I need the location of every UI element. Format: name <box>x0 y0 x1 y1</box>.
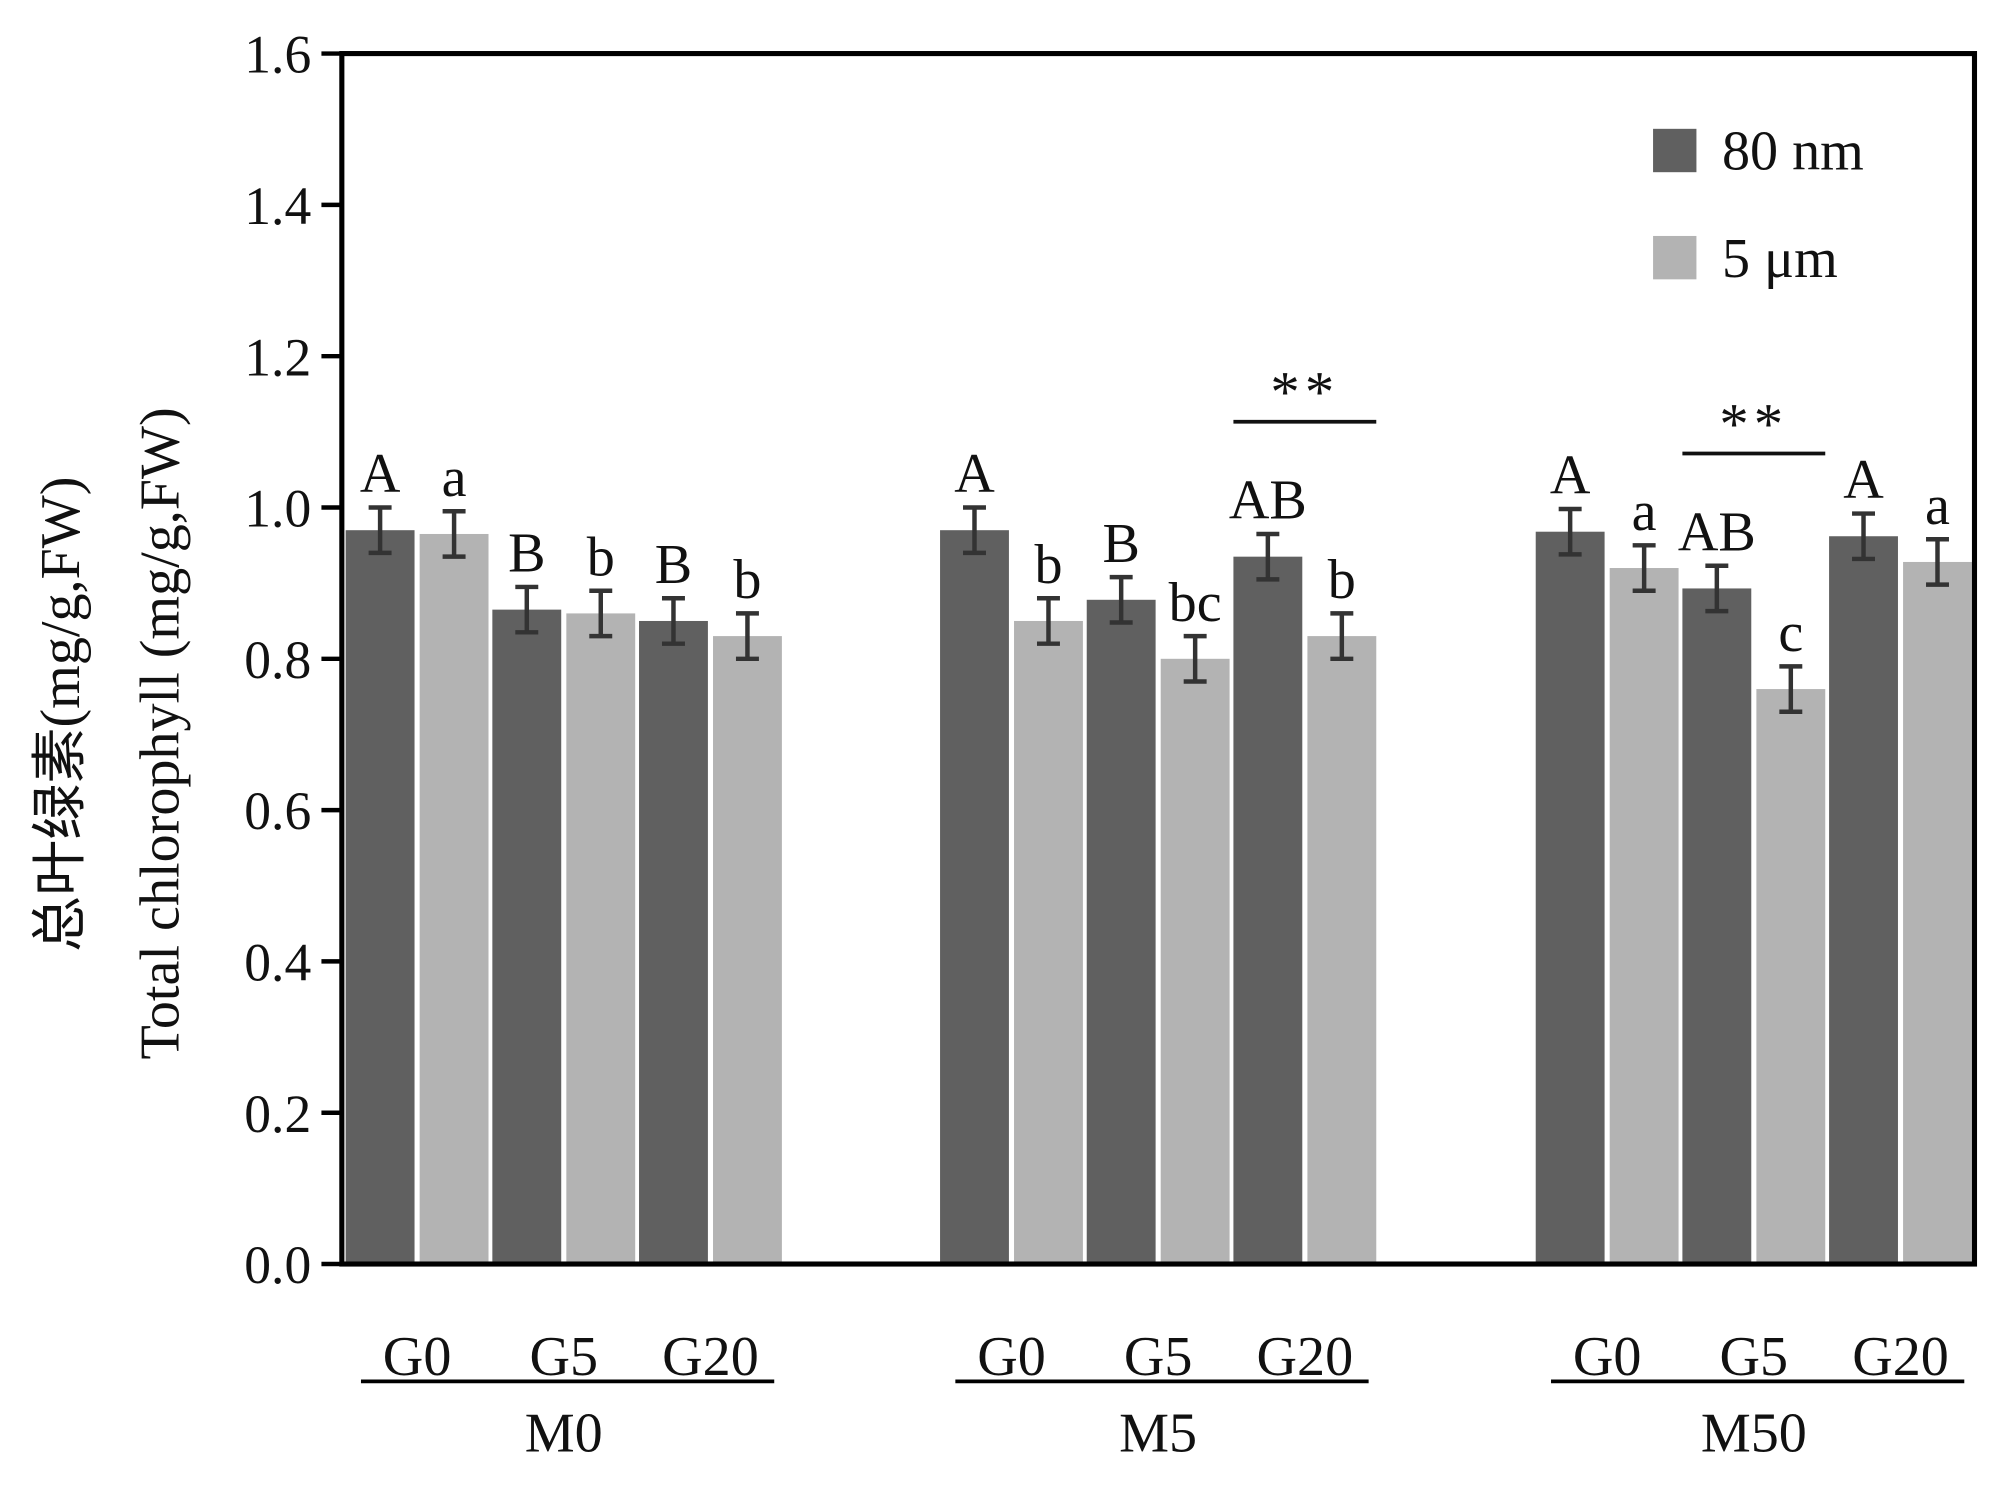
bar-m0-g0-series-2 <box>419 533 489 1265</box>
error-bars-layer <box>368 505 1949 714</box>
significance-letter: b <box>1034 534 1062 596</box>
significance-letter: b <box>733 549 761 611</box>
significance-letter: A <box>954 443 995 505</box>
y-tick-label: 1.4 <box>244 176 311 236</box>
bar-m5-g20-series-2 <box>1307 636 1377 1265</box>
y-axis-label-en-unit: (mg/g,FW) <box>130 407 192 658</box>
x-subcategory-label: G20 <box>1257 1326 1354 1388</box>
legend-swatch-series-1 <box>1653 128 1697 173</box>
y-tick-label: 0.4 <box>244 933 311 993</box>
legend-label-series-1: 80 nm <box>1722 121 1864 183</box>
bar-m0-g20-series-2 <box>713 636 782 1265</box>
bar-m50-g20-series-2 <box>1903 561 1972 1265</box>
x-subcategory-label: G20 <box>1852 1326 1949 1388</box>
significance-letter: bc <box>1169 572 1222 634</box>
significance-letter: AB <box>1678 501 1756 563</box>
significance-letter: a <box>442 447 467 509</box>
x-subcategory-label: G5 <box>529 1326 598 1388</box>
axis-layer: 0.0 0.2 0.4 0.6 0.8 1.0 1.2 1.4 1.6 <box>244 25 1978 1295</box>
y-tick-label: 1.0 <box>244 479 311 539</box>
x-subcategory-label: G5 <box>1720 1326 1789 1388</box>
significance-letter: A <box>1550 445 1591 507</box>
significance-letter: a <box>1632 481 1657 543</box>
y-axis-label-cn: 总叶绿素(mg/g,FW) <box>28 477 93 952</box>
bar-m50-g0-series-2 <box>1609 568 1679 1265</box>
x-subcategory-label: G0 <box>977 1326 1046 1388</box>
y-axis-label: 总叶绿素(mg/g,FW)Total chlorophyll (mg/g,FW) <box>28 407 191 1059</box>
significance-letter: A <box>1843 449 1884 511</box>
bar-m5-g5-series-2 <box>1160 658 1230 1265</box>
y-axis-label-en-text: Total chlorophyll <box>130 658 192 1059</box>
y-tick-label: 1.6 <box>244 25 311 85</box>
significance-letter: B <box>655 534 692 596</box>
significance-markers-layer: ** ** <box>1233 360 1826 456</box>
y-tick-label: 0.6 <box>244 781 311 841</box>
bar-m0-g0-series-1 <box>345 530 415 1265</box>
bar-m50-g0-series-1 <box>1535 531 1605 1265</box>
bar-m5-g0-series-2 <box>1014 620 1083 1265</box>
bar-m0-g5-series-2 <box>566 613 636 1265</box>
x-subcategory-label: G5 <box>1124 1326 1193 1388</box>
y-axis-label-cn-unit: (mg/g,FW) <box>30 477 92 728</box>
y-axis-label-cn-text: 总叶绿素 <box>28 728 93 952</box>
x-subcategory-label: G0 <box>1573 1326 1642 1388</box>
significance-letter: a <box>1925 475 1950 537</box>
bar-m0-g20-series-1 <box>639 620 708 1265</box>
significance-letter: c <box>1778 602 1803 664</box>
bar-m5-g20-series-1 <box>1233 556 1303 1265</box>
legend-swatch-series-2 <box>1653 235 1697 280</box>
x-group-label: M0 <box>525 1403 603 1465</box>
bars-layer <box>345 530 1972 1265</box>
y-tick-label: 0.2 <box>244 1084 311 1144</box>
bar-m0-g5-series-1 <box>492 609 562 1265</box>
significance-letter: B <box>1102 513 1139 575</box>
significance-letter: b <box>1328 549 1356 611</box>
significance-letter: AB <box>1229 470 1307 532</box>
significance-letter: b <box>587 526 615 588</box>
bar-m50-g5-series-1 <box>1682 588 1752 1265</box>
bar-m50-g5-series-2 <box>1756 689 1826 1265</box>
x-labels-layer: G0 G5 G20 M0 G0 G5 G20 M5 G0 G5 G20 M50 <box>360 1326 1965 1465</box>
bar-m5-g5-series-1 <box>1086 599 1156 1265</box>
x-subcategory-label: G20 <box>662 1326 759 1388</box>
x-subcategory-label: G0 <box>383 1326 452 1388</box>
y-axis-label-en: Total chlorophyll (mg/g,FW) <box>130 407 192 1059</box>
y-tick-label: 0.0 <box>244 1235 311 1295</box>
y-tick-label: 1.2 <box>244 327 311 387</box>
legend: 80 nm 5 μm <box>1653 121 1864 290</box>
bar-m50-g20-series-1 <box>1829 536 1898 1265</box>
x-group-label: M50 <box>1701 1403 1807 1465</box>
significance-letter: B <box>508 523 545 585</box>
bar-m5-g0-series-1 <box>940 530 1009 1265</box>
legend-label-series-2: 5 μm <box>1722 228 1838 290</box>
significance-letter: A <box>360 443 401 505</box>
significance-stars: ** <box>1719 391 1788 456</box>
y-tick-label: 0.8 <box>244 630 311 690</box>
significance-stars: ** <box>1270 360 1339 425</box>
x-group-label: M5 <box>1119 1403 1197 1465</box>
